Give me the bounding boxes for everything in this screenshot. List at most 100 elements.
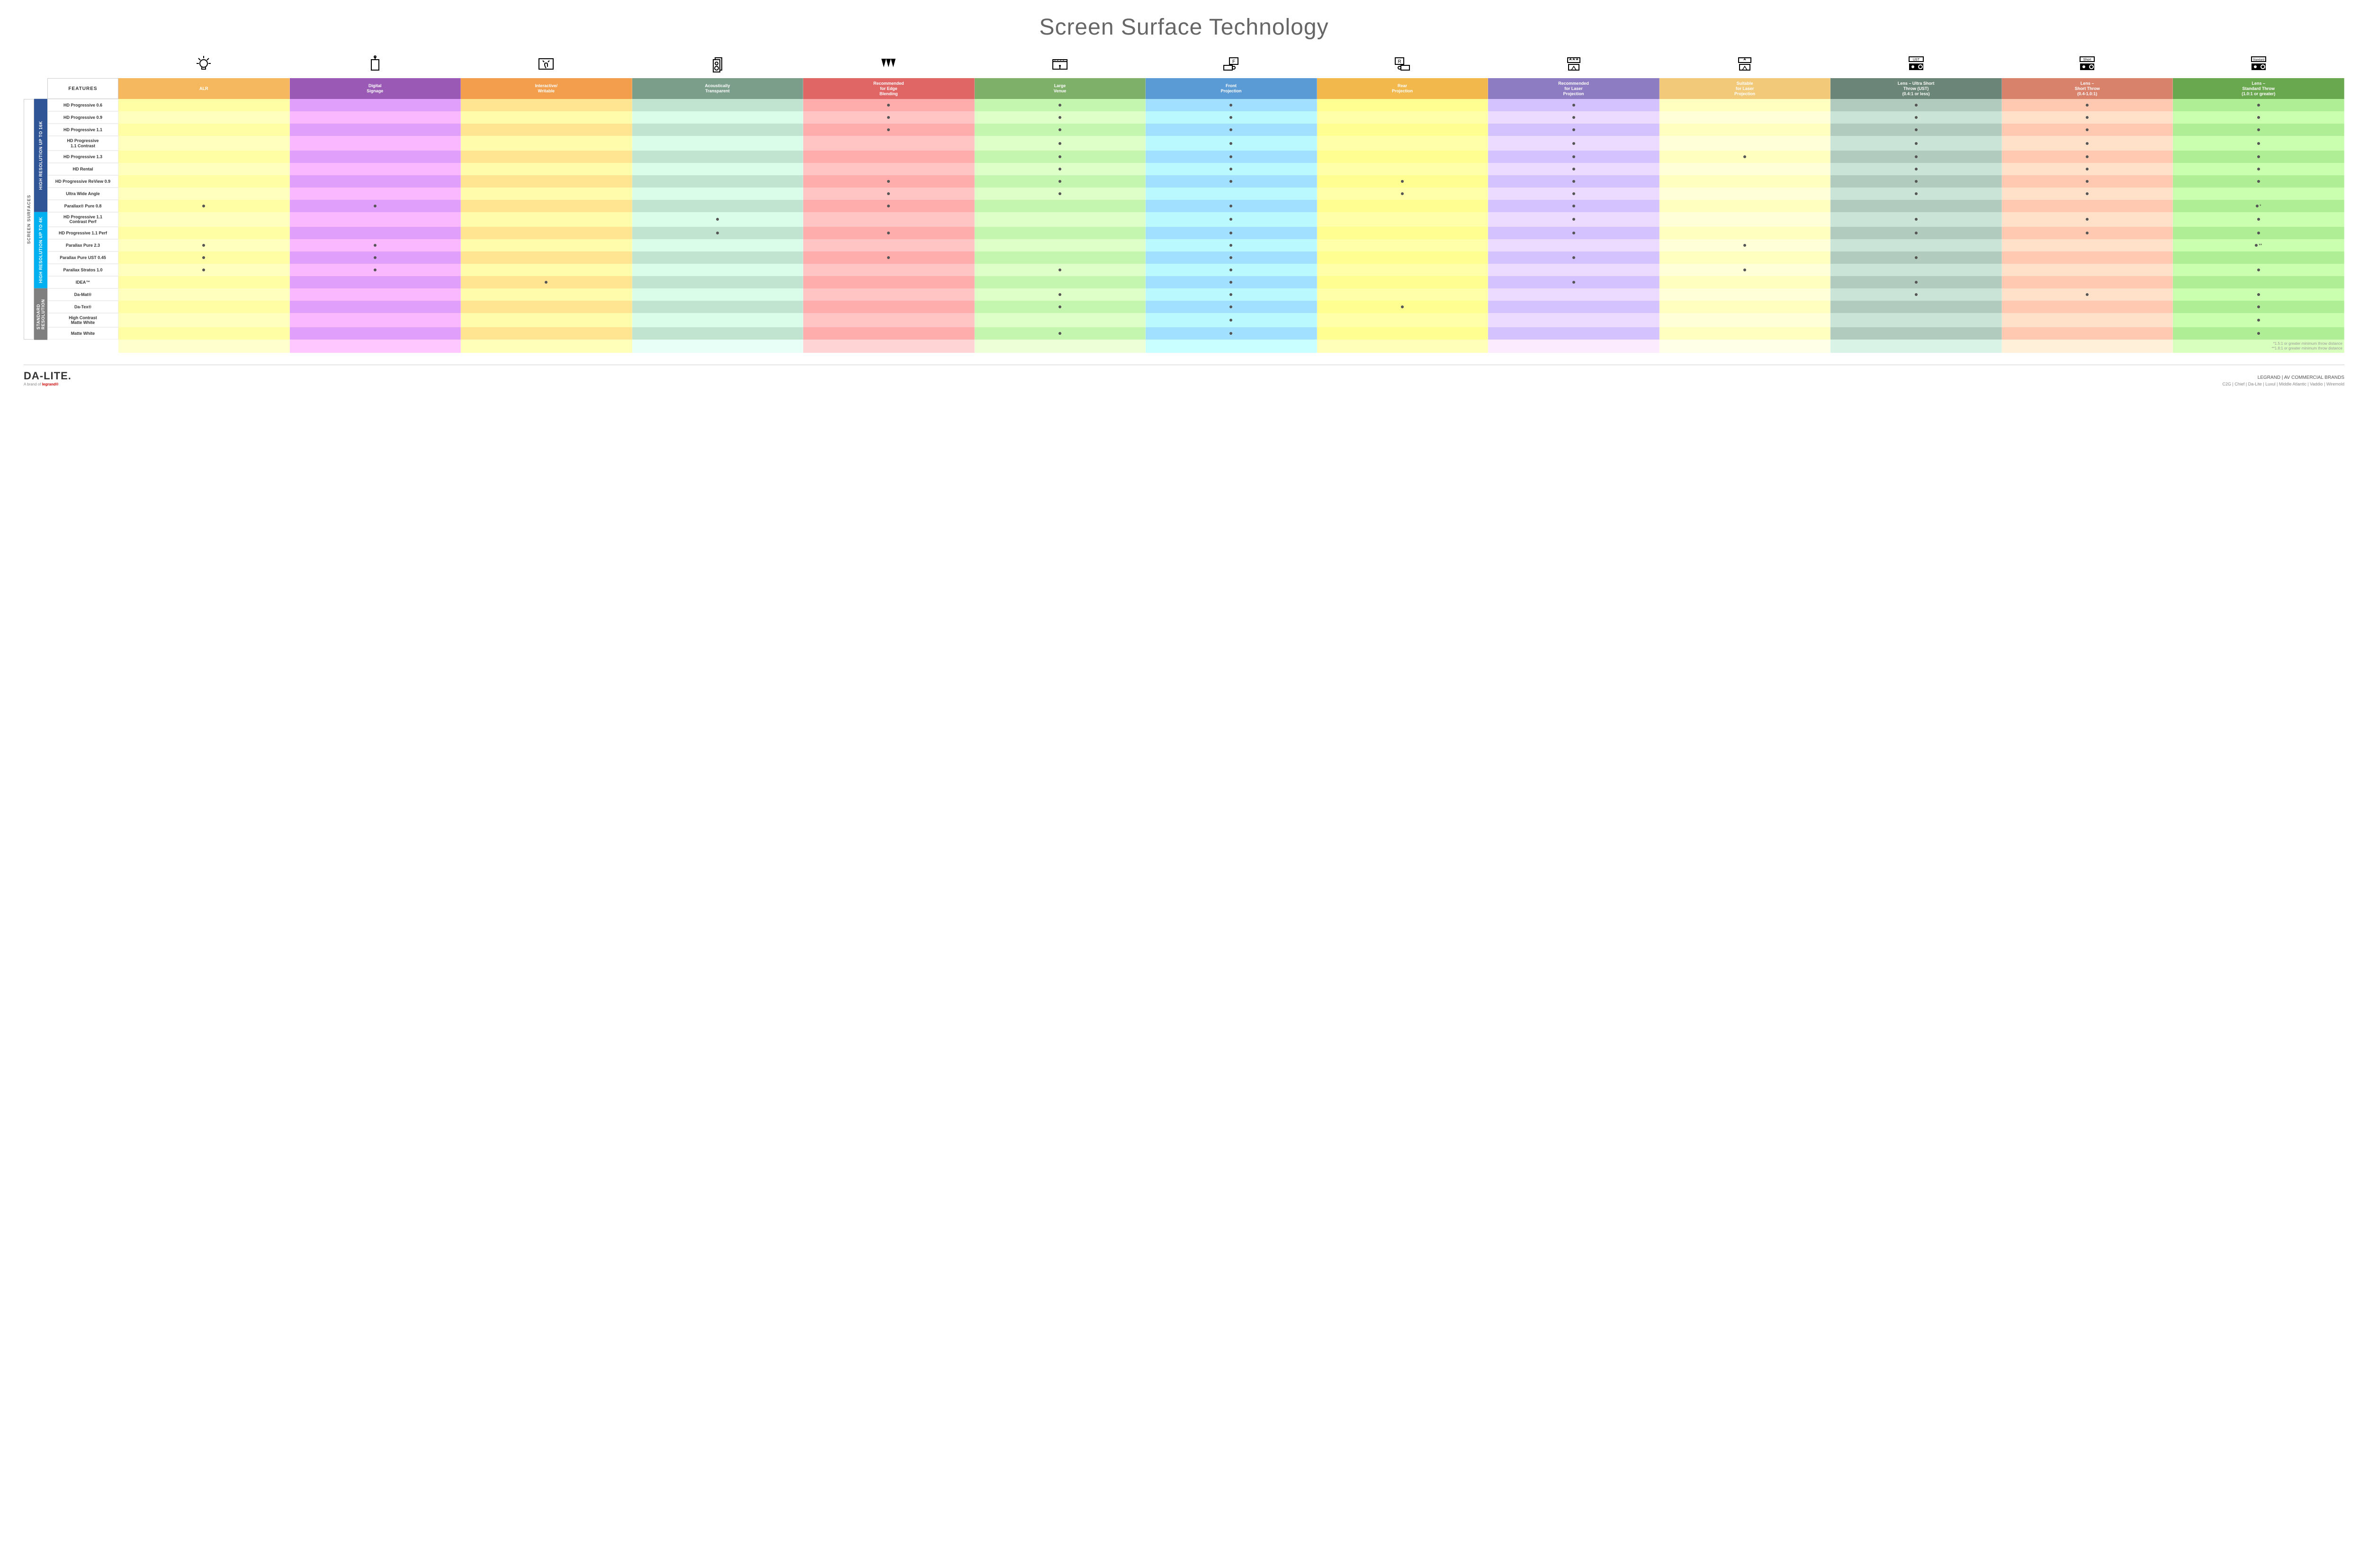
data-cell	[803, 188, 975, 200]
data-cell	[1146, 124, 1317, 136]
footnote-tint	[632, 340, 804, 352]
data-cell	[975, 301, 1146, 313]
row-label: Ultra Wide Angle	[47, 188, 118, 200]
data-cell	[803, 175, 975, 188]
data-cell	[632, 227, 804, 239]
data-cell	[2002, 175, 2173, 188]
row-label: Matte White	[47, 327, 118, 340]
data-cell	[1488, 212, 1659, 227]
data-cell	[803, 111, 975, 124]
data-cell	[1488, 276, 1659, 288]
data-cell	[1659, 264, 1831, 276]
row-label: Da-Tex®	[47, 301, 118, 313]
data-cell	[632, 111, 804, 124]
column-icon-std: Standard	[2173, 50, 2344, 78]
data-cell	[2173, 136, 2344, 151]
column-icon-suitlaser	[1659, 50, 1831, 78]
footnote-tint	[2002, 340, 2173, 352]
data-cell	[975, 99, 1146, 111]
data-cell	[632, 212, 804, 227]
data-cell	[118, 111, 290, 124]
data-cell	[1488, 301, 1659, 313]
data-cell	[1830, 239, 2002, 251]
data-cell	[1659, 239, 1831, 251]
data-cell	[461, 276, 632, 288]
footnote-tint	[803, 340, 975, 352]
data-cell	[2002, 288, 2173, 301]
footnote-tint	[118, 340, 290, 352]
data-cell	[461, 99, 632, 111]
data-cell	[1317, 251, 1489, 264]
column-header-alr: ALR	[118, 78, 290, 99]
data-cell	[803, 301, 975, 313]
data-cell	[1830, 212, 2002, 227]
data-cell	[118, 227, 290, 239]
data-cell	[975, 188, 1146, 200]
data-cell	[2002, 151, 2173, 163]
icon-row-spacer	[24, 50, 118, 78]
data-cell	[290, 111, 461, 124]
data-cell	[290, 151, 461, 163]
data-cell	[1488, 188, 1659, 200]
data-cell	[118, 151, 290, 163]
data-cell	[2173, 124, 2344, 136]
data-cell	[2002, 327, 2173, 340]
data-cell	[1659, 276, 1831, 288]
data-cell	[2002, 124, 2173, 136]
data-cell	[1317, 151, 1489, 163]
data-cell	[2002, 111, 2173, 124]
data-cell	[975, 227, 1146, 239]
data-cell	[118, 212, 290, 227]
header-spacer	[24, 78, 47, 99]
data-cell	[1146, 239, 1317, 251]
data-cell	[632, 288, 804, 301]
row-label: HD Progressive1.1 Contrast	[47, 136, 118, 151]
data-cell	[975, 136, 1146, 151]
data-cell	[290, 251, 461, 264]
data-cell	[632, 163, 804, 175]
footnote-tint	[1830, 340, 2002, 352]
footnote-tint	[1146, 340, 1317, 352]
svg-text:Standard: Standard	[2253, 59, 2264, 62]
data-cell	[461, 251, 632, 264]
column-header-suitlaser: Suitablefor LaserProjection	[1659, 78, 1831, 99]
data-cell	[2173, 151, 2344, 163]
data-cell	[290, 313, 461, 328]
data-cell	[632, 264, 804, 276]
data-cell	[1488, 264, 1659, 276]
data-cell	[1830, 227, 2002, 239]
data-cell	[1830, 99, 2002, 111]
data-cell	[803, 227, 975, 239]
data-cell	[461, 124, 632, 136]
data-cell	[118, 188, 290, 200]
data-cell	[1659, 327, 1831, 340]
data-cell	[632, 251, 804, 264]
data-cell	[1317, 239, 1489, 251]
data-cell	[1317, 124, 1489, 136]
svg-text:UST: UST	[1913, 58, 1920, 62]
data-cell	[2002, 163, 2173, 175]
data-cell	[632, 239, 804, 251]
data-cell	[118, 200, 290, 212]
data-cell	[1488, 327, 1659, 340]
data-cell	[1317, 212, 1489, 227]
row-label: HD Progressive 1.1Contrast Perf	[47, 212, 118, 227]
data-cell	[975, 251, 1146, 264]
data-cell	[2173, 111, 2344, 124]
data-cell	[1317, 227, 1489, 239]
data-cell	[118, 288, 290, 301]
data-cell	[290, 188, 461, 200]
column-icon-signage	[290, 50, 461, 78]
row-label: HD Progressive 1.1	[47, 124, 118, 136]
column-icon-alr	[118, 50, 290, 78]
footnote-tint: *1.5:1 or greater minimum throw distance…	[2173, 340, 2344, 352]
data-cell	[803, 327, 975, 340]
data-cell	[1659, 175, 1831, 188]
data-cell	[118, 163, 290, 175]
column-icon-venue	[975, 50, 1146, 78]
column-icon-front: F	[1146, 50, 1317, 78]
data-cell	[1317, 301, 1489, 313]
page-footer: DA-LITE. A brand of legrand® LEGRAND | A…	[24, 365, 2344, 386]
column-header-rear: RearProjection	[1317, 78, 1489, 99]
data-cell	[1146, 136, 1317, 151]
